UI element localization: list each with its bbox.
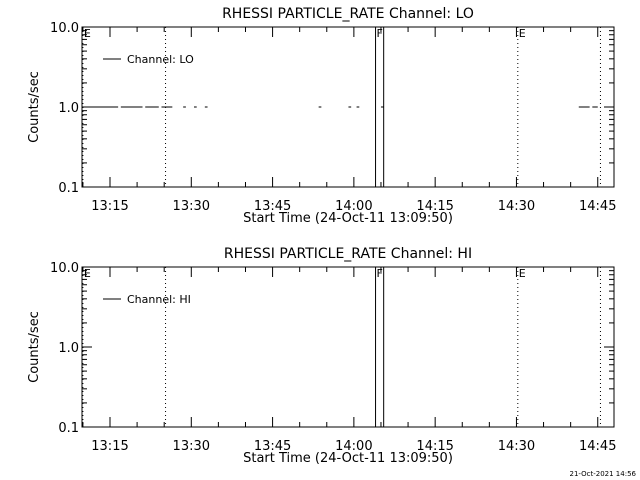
x-tick-label: 14:45 bbox=[579, 439, 616, 454]
event-marker-label: F bbox=[377, 27, 383, 40]
x-tick-label: 14:30 bbox=[498, 199, 535, 214]
x-tick-label: 13:15 bbox=[91, 439, 128, 454]
y-tick-label: 1.0 bbox=[58, 101, 79, 116]
x-tick-label: 14:00 bbox=[335, 199, 372, 214]
x-tick-label: 14:15 bbox=[416, 439, 453, 454]
x-tick-label: 13:30 bbox=[173, 199, 210, 214]
event-marker-label: E bbox=[519, 267, 526, 280]
y-tick-label: 0.1 bbox=[58, 421, 79, 436]
footer-timestamp: 21-Oct-2021 14:56 bbox=[570, 470, 637, 478]
chart-panel-1: RHESSI PARTICLE_RATE Channel: HI 0.1 1.0 10… bbox=[27, 246, 616, 466]
y-tick-label: 0.1 bbox=[58, 181, 79, 196]
plot-frame bbox=[81, 266, 615, 428]
y-tick-label: 1.0 bbox=[58, 341, 79, 356]
x-tick-label: 14:30 bbox=[498, 439, 535, 454]
y-axis-label: Counts/sec bbox=[27, 311, 42, 383]
y-axis-label: Counts/sec bbox=[27, 71, 42, 143]
x-tick-label: 13:30 bbox=[173, 439, 210, 454]
event-marker-label: E bbox=[84, 267, 91, 280]
event-marker-label: E bbox=[84, 27, 91, 40]
x-tick-label: 14:45 bbox=[579, 199, 616, 214]
chart-panel-0: RHESSI PARTICLE_RATE Channel: LO 0.1 1.0 10… bbox=[27, 6, 616, 226]
x-tick-label: 14:00 bbox=[335, 439, 372, 454]
x-tick-label: 13:45 bbox=[254, 199, 291, 214]
x-axis-label: Start Time (24-Oct-11 13:09:50) bbox=[243, 451, 453, 466]
x-tick-label: 13:15 bbox=[91, 199, 128, 214]
x-axis-label: Start Time (24-Oct-11 13:09:50) bbox=[243, 211, 453, 226]
legend-label: Channel: HI bbox=[127, 293, 191, 306]
event-marker-label: E bbox=[519, 27, 526, 40]
x-tick-label: 13:45 bbox=[254, 439, 291, 454]
legend-label: Channel: LO bbox=[127, 53, 194, 66]
chart-title: RHESSI PARTICLE_RATE Channel: LO bbox=[222, 6, 474, 22]
chart-title: RHESSI PARTICLE_RATE Channel: HI bbox=[224, 246, 472, 262]
y-tick-label: 10.0 bbox=[50, 261, 79, 276]
y-tick-label: 10.0 bbox=[50, 21, 79, 36]
event-marker-label: F bbox=[377, 267, 383, 280]
x-tick-label: 14:15 bbox=[416, 199, 453, 214]
